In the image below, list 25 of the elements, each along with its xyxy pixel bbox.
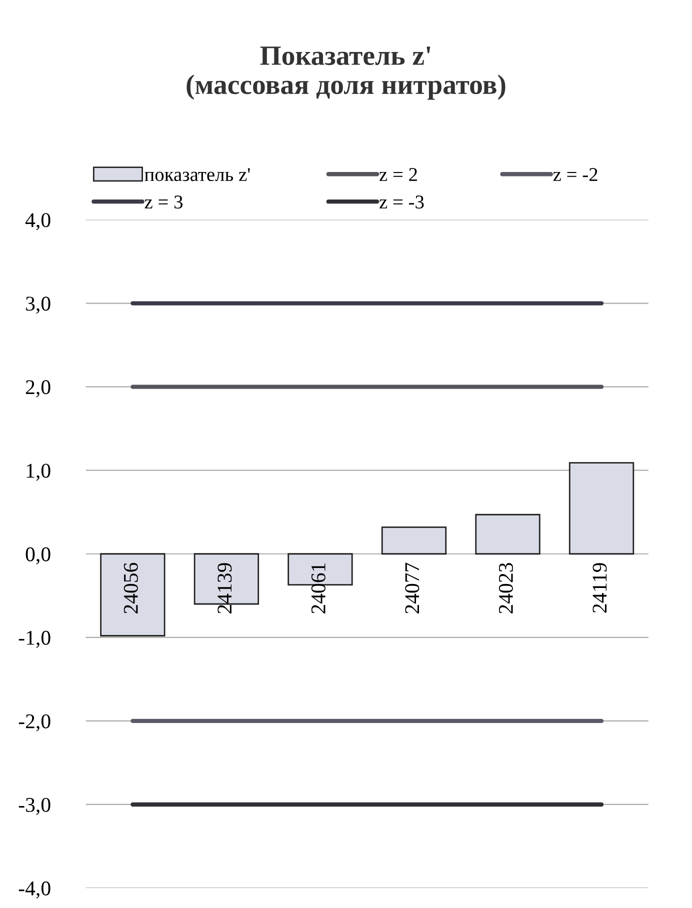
y-tick-label: 1,0: [26, 464, 50, 481]
chart-title: Показатель z' (массовая доля нитратов): [186, 46, 506, 100]
legend-label: z = 2: [379, 168, 417, 181]
legend-label: показатель z': [144, 168, 250, 182]
x-tick-label: 24061: [311, 563, 326, 614]
y-tick-label: 3,0: [26, 296, 50, 314]
y-tick-label: -1,0: [18, 630, 50, 648]
y-tick-label: 0,0: [26, 547, 50, 564]
bar: [475, 514, 540, 555]
x-tick-label: 24056: [124, 562, 138, 614]
y-tick-label: -3,0: [18, 798, 50, 815]
legend-label: z = -3: [379, 196, 424, 209]
y-tick-label: 4,0: [25, 213, 50, 230]
y-tick-label: -2,0: [18, 714, 50, 732]
x-tick-label: 24077: [405, 562, 420, 614]
y-tick-label: 2,0: [26, 380, 50, 398]
bar: [100, 553, 166, 636]
x-tick-label: 24139: [218, 563, 232, 614]
bar: [568, 462, 634, 555]
bar: [381, 526, 447, 555]
x-tick-label: 24023: [498, 563, 513, 614]
legend-label: z = 3: [144, 196, 183, 209]
legend-label: z = -2: [553, 168, 598, 181]
y-tick-label: -4,0: [18, 881, 50, 898]
x-tick-label: 24119: [592, 563, 607, 613]
